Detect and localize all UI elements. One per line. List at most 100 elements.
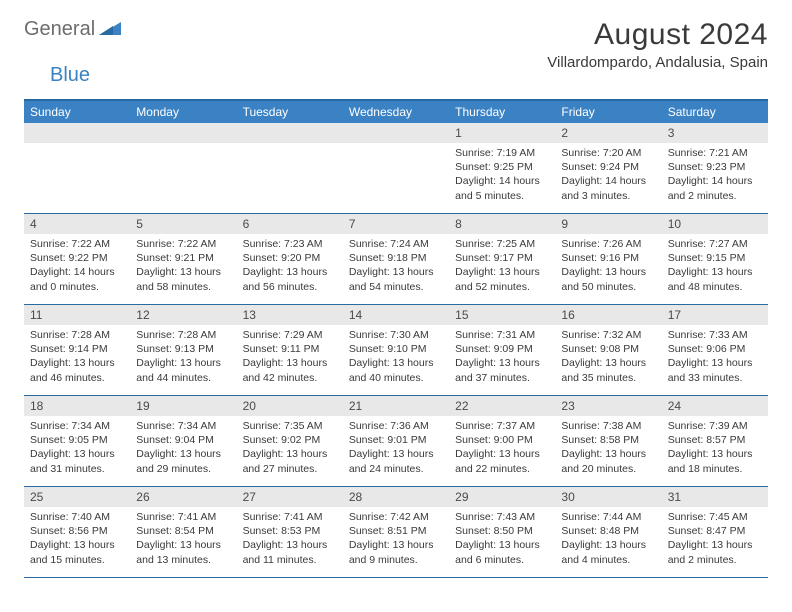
day-number: 24 [662, 396, 768, 416]
weekday-header-row: SundayMondayTuesdayWednesdayThursdayFrid… [24, 101, 768, 123]
day-details: Sunrise: 7:24 AMSunset: 9:18 PMDaylight:… [343, 234, 449, 300]
sunrise-text: Sunrise: 7:34 AM [136, 419, 230, 433]
day-number: 3 [662, 123, 768, 143]
weekday-label: Saturday [662, 101, 768, 123]
day-details: Sunrise: 7:33 AMSunset: 9:06 PMDaylight:… [662, 325, 768, 391]
day-details: Sunrise: 7:43 AMSunset: 8:50 PMDaylight:… [449, 507, 555, 573]
sunrise-text: Sunrise: 7:34 AM [30, 419, 124, 433]
daylight-text: Daylight: 13 hours and 52 minutes. [455, 265, 549, 293]
weekday-label: Sunday [24, 101, 130, 123]
sunrise-text: Sunrise: 7:24 AM [349, 237, 443, 251]
sunrise-text: Sunrise: 7:31 AM [455, 328, 549, 342]
sunrise-text: Sunrise: 7:44 AM [561, 510, 655, 524]
day-cell: 16Sunrise: 7:32 AMSunset: 9:08 PMDayligh… [555, 305, 661, 395]
sunset-text: Sunset: 9:21 PM [136, 251, 230, 265]
sunrise-text: Sunrise: 7:41 AM [136, 510, 230, 524]
sunset-text: Sunset: 8:54 PM [136, 524, 230, 538]
logo-triangle-icon [99, 19, 121, 40]
daylight-text: Daylight: 13 hours and 20 minutes. [561, 447, 655, 475]
day-cell [237, 123, 343, 213]
day-cell: 27Sunrise: 7:41 AMSunset: 8:53 PMDayligh… [237, 487, 343, 577]
day-cell: 22Sunrise: 7:37 AMSunset: 9:00 PMDayligh… [449, 396, 555, 486]
sunset-text: Sunset: 9:04 PM [136, 433, 230, 447]
day-details: Sunrise: 7:39 AMSunset: 8:57 PMDaylight:… [662, 416, 768, 482]
sunrise-text: Sunrise: 7:30 AM [349, 328, 443, 342]
sunset-text: Sunset: 9:11 PM [243, 342, 337, 356]
day-number: 2 [555, 123, 661, 143]
daylight-text: Daylight: 13 hours and 15 minutes. [30, 538, 124, 566]
day-number: 31 [662, 487, 768, 507]
day-number: 7 [343, 214, 449, 234]
daylight-text: Daylight: 14 hours and 2 minutes. [668, 174, 762, 202]
day-details: Sunrise: 7:30 AMSunset: 9:10 PMDaylight:… [343, 325, 449, 391]
day-cell: 1Sunrise: 7:19 AMSunset: 9:25 PMDaylight… [449, 123, 555, 213]
sunrise-text: Sunrise: 7:45 AM [668, 510, 762, 524]
day-cell: 18Sunrise: 7:34 AMSunset: 9:05 PMDayligh… [24, 396, 130, 486]
sunrise-text: Sunrise: 7:22 AM [30, 237, 124, 251]
day-cell: 30Sunrise: 7:44 AMSunset: 8:48 PMDayligh… [555, 487, 661, 577]
daylight-text: Daylight: 13 hours and 11 minutes. [243, 538, 337, 566]
sunrise-text: Sunrise: 7:29 AM [243, 328, 337, 342]
day-details: Sunrise: 7:27 AMSunset: 9:15 PMDaylight:… [662, 234, 768, 300]
day-cell: 8Sunrise: 7:25 AMSunset: 9:17 PMDaylight… [449, 214, 555, 304]
daylight-text: Daylight: 13 hours and 48 minutes. [668, 265, 762, 293]
sunrise-text: Sunrise: 7:23 AM [243, 237, 337, 251]
daylight-text: Daylight: 13 hours and 44 minutes. [136, 356, 230, 384]
day-number: 22 [449, 396, 555, 416]
week-row: 11Sunrise: 7:28 AMSunset: 9:14 PMDayligh… [24, 305, 768, 396]
day-cell: 7Sunrise: 7:24 AMSunset: 9:18 PMDaylight… [343, 214, 449, 304]
day-details: Sunrise: 7:28 AMSunset: 9:13 PMDaylight:… [130, 325, 236, 391]
daylight-text: Daylight: 13 hours and 56 minutes. [243, 265, 337, 293]
calendar-body: 1Sunrise: 7:19 AMSunset: 9:25 PMDaylight… [24, 123, 768, 578]
daylight-text: Daylight: 13 hours and 9 minutes. [349, 538, 443, 566]
sunrise-text: Sunrise: 7:22 AM [136, 237, 230, 251]
sunset-text: Sunset: 9:24 PM [561, 160, 655, 174]
day-number: 15 [449, 305, 555, 325]
weekday-label: Thursday [449, 101, 555, 123]
sunset-text: Sunset: 9:06 PM [668, 342, 762, 356]
sunset-text: Sunset: 9:09 PM [455, 342, 549, 356]
sunrise-text: Sunrise: 7:43 AM [455, 510, 549, 524]
daylight-text: Daylight: 13 hours and 33 minutes. [668, 356, 762, 384]
sunset-text: Sunset: 9:14 PM [30, 342, 124, 356]
daylight-text: Daylight: 13 hours and 27 minutes. [243, 447, 337, 475]
day-cell: 2Sunrise: 7:20 AMSunset: 9:24 PMDaylight… [555, 123, 661, 213]
sunrise-text: Sunrise: 7:25 AM [455, 237, 549, 251]
day-details: Sunrise: 7:44 AMSunset: 8:48 PMDaylight:… [555, 507, 661, 573]
month-title: August 2024 [547, 18, 768, 52]
sunset-text: Sunset: 8:56 PM [30, 524, 124, 538]
day-cell: 12Sunrise: 7:28 AMSunset: 9:13 PMDayligh… [130, 305, 236, 395]
day-cell: 31Sunrise: 7:45 AMSunset: 8:47 PMDayligh… [662, 487, 768, 577]
day-number: 8 [449, 214, 555, 234]
day-number: 20 [237, 396, 343, 416]
daylight-text: Daylight: 13 hours and 46 minutes. [30, 356, 124, 384]
day-cell [343, 123, 449, 213]
day-number: 6 [237, 214, 343, 234]
week-row: 25Sunrise: 7:40 AMSunset: 8:56 PMDayligh… [24, 487, 768, 578]
sunrise-text: Sunrise: 7:28 AM [136, 328, 230, 342]
logo-text-blue: Blue [50, 64, 90, 86]
daylight-text: Daylight: 14 hours and 5 minutes. [455, 174, 549, 202]
day-number: 21 [343, 396, 449, 416]
sunrise-text: Sunrise: 7:42 AM [349, 510, 443, 524]
daylight-text: Daylight: 13 hours and 2 minutes. [668, 538, 762, 566]
day-number: 9 [555, 214, 661, 234]
day-cell: 15Sunrise: 7:31 AMSunset: 9:09 PMDayligh… [449, 305, 555, 395]
daylight-text: Daylight: 13 hours and 29 minutes. [136, 447, 230, 475]
daylight-text: Daylight: 13 hours and 35 minutes. [561, 356, 655, 384]
day-details: Sunrise: 7:41 AMSunset: 8:54 PMDaylight:… [130, 507, 236, 573]
weekday-label: Monday [130, 101, 236, 123]
empty-day-bar [130, 123, 236, 143]
day-cell: 25Sunrise: 7:40 AMSunset: 8:56 PMDayligh… [24, 487, 130, 577]
sunset-text: Sunset: 9:20 PM [243, 251, 337, 265]
day-details: Sunrise: 7:29 AMSunset: 9:11 PMDaylight:… [237, 325, 343, 391]
daylight-text: Daylight: 13 hours and 40 minutes. [349, 356, 443, 384]
day-cell: 24Sunrise: 7:39 AMSunset: 8:57 PMDayligh… [662, 396, 768, 486]
sunrise-text: Sunrise: 7:40 AM [30, 510, 124, 524]
sunset-text: Sunset: 8:51 PM [349, 524, 443, 538]
sunrise-text: Sunrise: 7:20 AM [561, 146, 655, 160]
day-number: 13 [237, 305, 343, 325]
daylight-text: Daylight: 13 hours and 50 minutes. [561, 265, 655, 293]
day-number: 16 [555, 305, 661, 325]
day-cell: 20Sunrise: 7:35 AMSunset: 9:02 PMDayligh… [237, 396, 343, 486]
